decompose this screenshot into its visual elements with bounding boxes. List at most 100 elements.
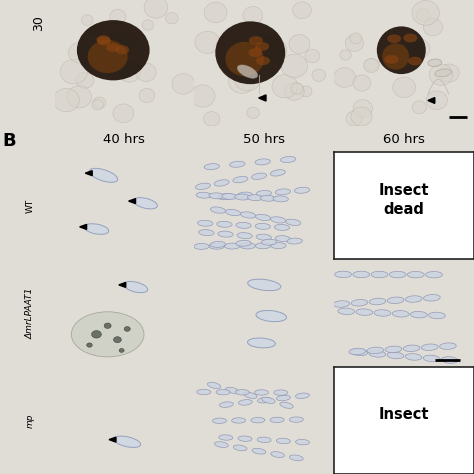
Ellipse shape [377, 27, 426, 74]
Circle shape [228, 51, 242, 63]
Circle shape [243, 7, 263, 24]
Ellipse shape [408, 272, 424, 278]
Circle shape [393, 77, 415, 98]
Ellipse shape [235, 390, 249, 395]
Circle shape [249, 34, 276, 58]
Ellipse shape [238, 436, 252, 441]
Ellipse shape [403, 345, 420, 352]
Circle shape [284, 82, 304, 100]
Ellipse shape [410, 311, 427, 318]
Ellipse shape [351, 300, 368, 306]
Ellipse shape [89, 168, 118, 182]
Ellipse shape [385, 346, 402, 353]
Circle shape [228, 70, 255, 93]
Circle shape [104, 323, 111, 328]
Ellipse shape [374, 310, 391, 316]
Ellipse shape [212, 418, 227, 423]
Circle shape [139, 88, 155, 102]
Ellipse shape [426, 272, 442, 278]
Ellipse shape [256, 234, 272, 240]
Circle shape [120, 34, 137, 48]
Ellipse shape [198, 220, 213, 226]
Ellipse shape [367, 347, 384, 354]
Ellipse shape [387, 34, 401, 43]
Ellipse shape [271, 243, 286, 248]
Polygon shape [80, 224, 87, 229]
Ellipse shape [423, 294, 440, 301]
Ellipse shape [255, 390, 268, 395]
Ellipse shape [197, 389, 211, 395]
Circle shape [340, 50, 351, 60]
Circle shape [272, 74, 298, 98]
Ellipse shape [255, 159, 270, 165]
Ellipse shape [233, 176, 248, 183]
Ellipse shape [353, 271, 370, 278]
Text: WT: WT [26, 198, 35, 212]
Ellipse shape [238, 400, 252, 405]
Ellipse shape [256, 56, 270, 65]
Ellipse shape [235, 194, 250, 200]
Ellipse shape [210, 207, 226, 213]
Ellipse shape [226, 210, 241, 216]
Ellipse shape [106, 43, 120, 52]
Ellipse shape [219, 435, 233, 440]
Ellipse shape [356, 309, 373, 315]
Ellipse shape [209, 193, 224, 199]
Circle shape [165, 12, 178, 24]
Ellipse shape [214, 180, 229, 186]
Circle shape [113, 337, 121, 343]
Circle shape [92, 100, 103, 110]
Circle shape [60, 59, 88, 84]
Circle shape [91, 24, 103, 36]
Circle shape [195, 31, 219, 54]
Circle shape [426, 91, 447, 110]
Circle shape [172, 73, 195, 94]
Ellipse shape [124, 282, 147, 292]
Circle shape [439, 64, 459, 82]
Ellipse shape [247, 195, 263, 201]
Circle shape [247, 107, 259, 118]
Ellipse shape [387, 352, 404, 359]
Ellipse shape [274, 390, 288, 395]
Circle shape [91, 330, 101, 338]
Ellipse shape [240, 212, 255, 218]
Circle shape [305, 49, 320, 63]
Ellipse shape [338, 308, 355, 315]
Circle shape [423, 18, 443, 36]
Ellipse shape [387, 297, 404, 303]
Circle shape [87, 343, 92, 347]
Ellipse shape [287, 238, 302, 244]
Ellipse shape [204, 164, 219, 170]
Circle shape [235, 68, 261, 91]
Ellipse shape [248, 279, 281, 291]
Circle shape [353, 100, 373, 117]
Circle shape [69, 42, 91, 63]
Ellipse shape [276, 438, 291, 444]
Circle shape [388, 37, 400, 47]
Ellipse shape [255, 214, 271, 220]
Polygon shape [85, 171, 92, 176]
Text: 40 hrs: 40 hrs [103, 134, 146, 146]
Ellipse shape [262, 397, 275, 403]
Circle shape [412, 101, 427, 114]
Ellipse shape [296, 439, 310, 445]
Polygon shape [109, 437, 116, 442]
Ellipse shape [351, 349, 368, 356]
Ellipse shape [295, 393, 310, 399]
Ellipse shape [240, 243, 255, 249]
Circle shape [289, 35, 310, 54]
Ellipse shape [257, 437, 271, 443]
Ellipse shape [236, 222, 251, 228]
Ellipse shape [244, 392, 257, 399]
Ellipse shape [133, 198, 157, 209]
Ellipse shape [232, 418, 246, 423]
Circle shape [76, 72, 94, 88]
Ellipse shape [382, 44, 409, 70]
Ellipse shape [210, 241, 226, 247]
Circle shape [110, 9, 126, 24]
Ellipse shape [275, 236, 291, 242]
Circle shape [312, 69, 326, 82]
Circle shape [142, 20, 154, 30]
Circle shape [109, 33, 119, 43]
Text: 30: 30 [32, 15, 45, 31]
